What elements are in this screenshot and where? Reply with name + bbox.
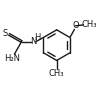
Text: H: H [34, 33, 40, 42]
Text: H₂N: H₂N [5, 54, 21, 63]
Text: O: O [72, 21, 79, 30]
Text: CH₃: CH₃ [49, 69, 64, 78]
Text: S: S [3, 29, 8, 38]
Text: N: N [30, 37, 36, 46]
Text: CH₃: CH₃ [81, 20, 96, 28]
